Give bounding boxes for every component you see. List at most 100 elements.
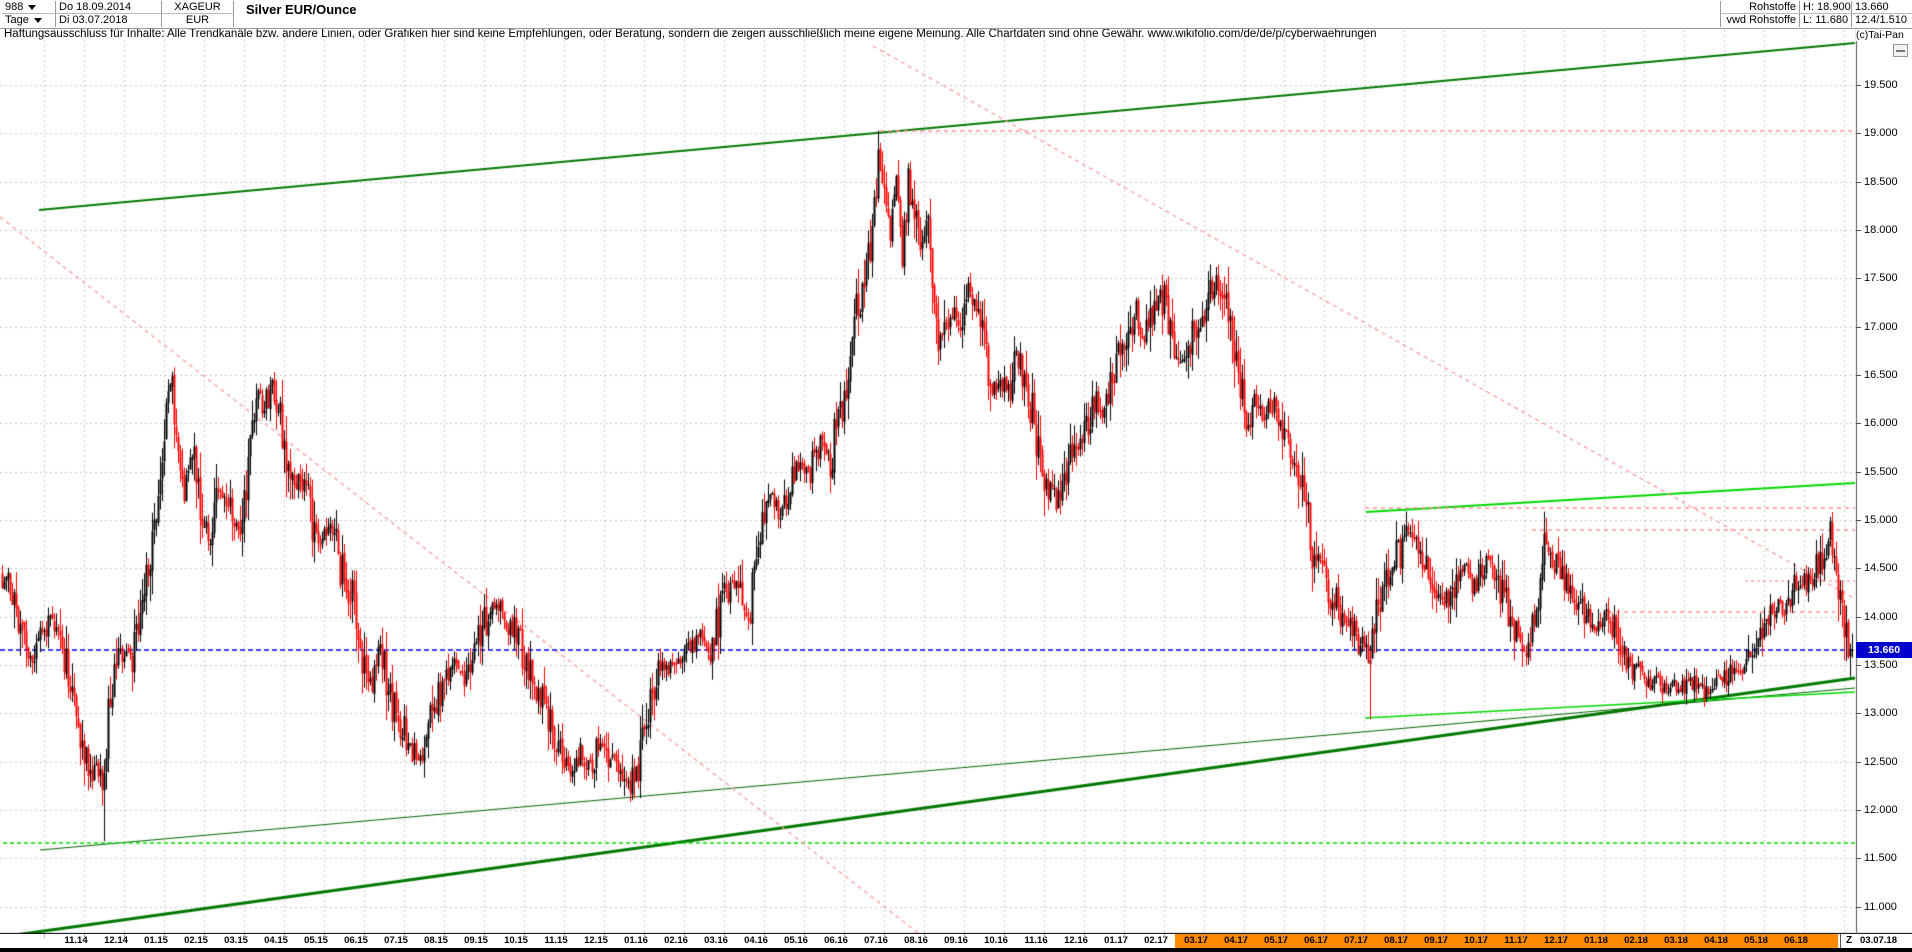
feed-source-label: vwd Rohstoffe <box>1720 14 1800 27</box>
zoom-reset-button[interactable]: Z <box>1840 934 1857 948</box>
x-axis-label: 01.16 <box>624 935 648 946</box>
chevron-down-icon <box>33 17 42 23</box>
y-axis-label: 17.500 <box>1864 272 1898 285</box>
x-axis-label: 10.17 <box>1464 935 1488 946</box>
header-bar: 988 Tage Do 18.09.2014 Di 03.07.2018 XAG… <box>0 0 1912 29</box>
x-axis-tick <box>1644 934 1645 938</box>
x-axis-tick <box>884 934 885 938</box>
disclaimer-text: Haftungsausschluss für Inhalte: Alle Tre… <box>4 28 1377 40</box>
x-axis-tick <box>604 934 605 938</box>
y-axis-tick <box>1856 133 1861 135</box>
minimize-icon <box>1896 50 1905 52</box>
y-axis-label: 14.500 <box>1864 562 1898 575</box>
x-axis-label: 05.18 <box>1744 935 1768 946</box>
x-axis-tick <box>1204 934 1205 938</box>
x-axis-tick <box>204 934 205 938</box>
y-axis-tick <box>1856 471 1861 473</box>
copyright-label: (c)Tai-Pan <box>1856 29 1904 41</box>
period-value: Tage <box>5 14 29 26</box>
x-axis-label: 02.15 <box>184 935 208 946</box>
y-axis-label: 17.000 <box>1864 320 1898 333</box>
x-axis-label: 09.17 <box>1424 935 1448 946</box>
x-axis-tick <box>244 934 245 938</box>
x-axis-tick <box>1284 934 1285 938</box>
x-axis-label: 07.15 <box>384 935 408 946</box>
x-axis-tick <box>724 934 725 938</box>
bottom-strip <box>0 948 1912 952</box>
y-axis-tick <box>1856 278 1861 280</box>
x-axis-label: 06.17 <box>1304 935 1328 946</box>
x-axis-tick <box>364 934 365 938</box>
feed-name-label: Rohstoffe <box>1720 1 1800 14</box>
y-axis-label: 11.500 <box>1864 852 1897 865</box>
x-axis-label: 02.16 <box>664 935 688 946</box>
y-axis-tick <box>1856 181 1861 183</box>
x-axis-label: 03.18 <box>1664 935 1688 946</box>
x-axis-tick <box>1324 934 1325 938</box>
x-axis-label: 11.15 <box>544 935 568 946</box>
y-axis-label: 18.000 <box>1864 223 1898 236</box>
x-axis-label: 12.17 <box>1544 935 1568 946</box>
period-low-label: L: 11.680 <box>1800 14 1852 27</box>
x-axis-label: 12.14 <box>104 935 128 946</box>
x-axis-tick <box>764 934 765 938</box>
x-axis-tick <box>1564 934 1565 938</box>
x-axis-tick <box>1124 934 1125 938</box>
x-axis-tick <box>1524 934 1525 938</box>
page-title: Silver EUR/Ounce <box>242 2 361 17</box>
y-axis-tick <box>1856 761 1861 763</box>
x-axis-tick <box>124 934 125 938</box>
period-high-label: H: 18.900 <box>1800 1 1852 14</box>
x-axis-label: 02.17 <box>1144 935 1168 946</box>
x-axis-tick <box>1444 934 1445 938</box>
x-axis-label: 03.17 <box>1184 935 1208 946</box>
chevron-down-icon <box>28 4 37 10</box>
y-axis-label: 15.500 <box>1864 465 1898 478</box>
x-axis-tick <box>404 934 405 938</box>
x-axis-tick <box>484 934 485 938</box>
current-price-tag: 13.660 <box>1856 642 1912 658</box>
x-axis-tick <box>564 934 565 938</box>
x-axis-tick <box>644 934 645 938</box>
x-axis-label: 11.16 <box>1024 935 1048 946</box>
x-axis-label: 01.18 <box>1584 935 1608 946</box>
y-axis-tick <box>1856 374 1861 376</box>
date-to-label: Di 03.07.2018 <box>56 14 162 27</box>
y-axis-tick <box>1856 665 1861 667</box>
bars-count-dropdown[interactable]: 988 <box>2 1 56 14</box>
x-axis-label: 01.17 <box>1104 935 1128 946</box>
x-axis-tick <box>684 934 685 938</box>
y-axis-tick <box>1856 858 1861 860</box>
x-axis-tick <box>1684 934 1685 938</box>
period-dropdown[interactable]: Tage <box>2 14 56 27</box>
x-axis-tick <box>1404 934 1405 938</box>
x-axis-tick <box>1764 934 1765 938</box>
y-axis-tick <box>1856 326 1861 328</box>
y-axis-label: 15.000 <box>1864 514 1898 526</box>
x-axis-label: 04.16 <box>744 935 768 946</box>
y-axis-label: 13.000 <box>1864 707 1898 720</box>
change-info-label: 12.4/1.510 <box>1852 14 1912 27</box>
minimize-button[interactable] <box>1893 44 1908 57</box>
x-axis-label: 12.16 <box>1064 935 1088 946</box>
y-axis-tick <box>1856 906 1861 908</box>
x-axis-tick <box>444 934 445 938</box>
x-axis-tick <box>284 934 285 938</box>
highlight-period-band <box>1175 934 1838 948</box>
y-axis-label: 18.500 <box>1864 175 1898 188</box>
y-axis-label: 19.500 <box>1864 78 1898 91</box>
y-axis-label: 16.000 <box>1864 417 1898 430</box>
x-axis-label: 10.15 <box>504 935 528 946</box>
x-axis-label: 01.15 <box>144 935 168 946</box>
x-axis-tick <box>44 934 45 938</box>
x-axis-label: 09.16 <box>944 935 968 946</box>
x-axis-label: 06.16 <box>824 935 848 946</box>
x-axis-label: 04.17 <box>1224 935 1248 946</box>
x-axis-label: 04.18 <box>1704 935 1728 946</box>
x-axis-tick <box>804 934 805 938</box>
currency-label: EUR <box>162 14 234 27</box>
x-axis-label: 06.18 <box>1784 935 1808 946</box>
x-axis-tick <box>924 934 925 938</box>
y-axis-tick <box>1856 84 1861 86</box>
